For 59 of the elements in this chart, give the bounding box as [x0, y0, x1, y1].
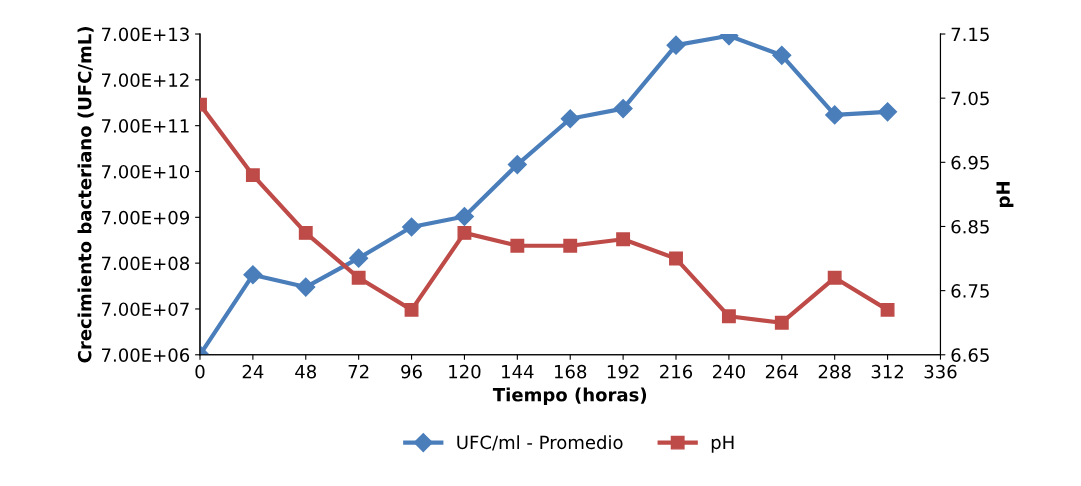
y-tick-label: 7.00E+12: [102, 73, 189, 87]
x-tick-label: 216: [660, 364, 693, 379]
point: [454, 206, 474, 227]
x-tick-label: 24: [242, 364, 264, 379]
legend-label: UFC/ml - Promedio: [457, 435, 623, 451]
y2-tick-label: 7.15: [951, 27, 989, 42]
x-tick-label: 264: [765, 364, 799, 379]
point: [880, 302, 895, 317]
point: [296, 277, 316, 297]
point: [402, 217, 422, 237]
x-tick-label: 240: [712, 364, 745, 379]
x-tick-label: 336: [924, 364, 957, 379]
point: [772, 45, 792, 65]
y-tick-label: 7.00E+09: [102, 210, 189, 225]
point: [351, 270, 366, 285]
x-tick-label: 288: [818, 364, 851, 379]
y-tick-label: 7.00E+10: [102, 164, 190, 179]
x-tick-label: 96: [401, 364, 422, 379]
point: [774, 315, 789, 330]
point: [616, 232, 631, 247]
point: [245, 168, 260, 183]
x-tick-label: 144: [502, 365, 534, 379]
point: [825, 105, 845, 125]
point: [878, 102, 898, 122]
y2-tick-label: 6.65: [951, 348, 989, 362]
point: [666, 35, 686, 55]
y-tick-label: 7.00E+13: [102, 27, 189, 42]
point: [243, 265, 263, 285]
point: [827, 270, 842, 285]
y2-tick-label: 6.75: [951, 284, 989, 298]
point: [457, 225, 472, 240]
point: [510, 238, 525, 253]
y2-tick-label: 6.85: [951, 219, 989, 234]
x-tick-label: 312: [871, 364, 903, 379]
y-axis-title: Crecimiento bacteriano (UFC/mL): [77, 27, 94, 363]
point: [349, 248, 369, 268]
y2-tick-label: 6.95: [951, 155, 989, 170]
x-tick-label: 48: [295, 364, 317, 379]
point: [721, 309, 736, 324]
point: [613, 99, 633, 119]
x-tick-label: 72: [348, 364, 369, 379]
point: [560, 109, 580, 129]
x-tick-label: 168: [554, 364, 587, 379]
y2-axis-title: pH: [996, 182, 1014, 207]
y-tick-label: 7.00E+07: [102, 302, 189, 317]
y-tick-label: 7.00E+11: [102, 119, 189, 133]
y2-tick-label: 7.05: [951, 91, 989, 106]
point: [404, 302, 419, 317]
y-tick-label: 7.00E+06: [102, 348, 190, 362]
x-tick-label: 192: [607, 364, 639, 379]
x-axis-title: Tiempo (horas): [492, 387, 647, 406]
point: [669, 251, 683, 266]
legend-label: pH: [711, 435, 734, 453]
x-tick-label: 120: [449, 364, 481, 379]
point: [298, 225, 313, 240]
point: [507, 155, 527, 175]
x-tick-label: 0: [195, 364, 205, 379]
point: [563, 238, 578, 253]
y-tick-label: 7.00E+08: [102, 256, 190, 271]
